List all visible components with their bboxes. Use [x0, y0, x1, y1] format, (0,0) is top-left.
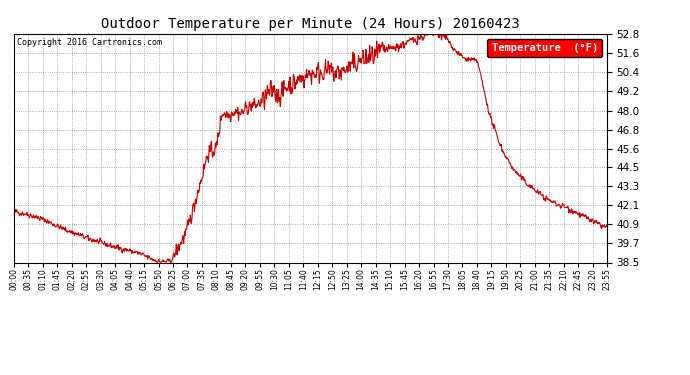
- Temperature  (°F): [10, 208, 18, 213]
- Temperature  (°F): [432, 28, 440, 33]
- Temperature  (°F): [481, 93, 489, 98]
- Temperature  (°F): [603, 224, 611, 228]
- Temperature  (°F): [533, 188, 542, 192]
- Temperature  (°F): [403, 38, 411, 43]
- Temperature  (°F): [141, 254, 150, 259]
- Temperature  (°F): [152, 260, 161, 265]
- Temperature  (°F): [208, 155, 217, 159]
- Temperature  (°F): [127, 249, 135, 254]
- Line: Temperature  (°F): Temperature (°F): [14, 30, 607, 262]
- Legend: Temperature  (°F): Temperature (°F): [487, 39, 602, 57]
- Title: Outdoor Temperature per Minute (24 Hours) 20160423: Outdoor Temperature per Minute (24 Hours…: [101, 17, 520, 31]
- Text: Copyright 2016 Cartronics.com: Copyright 2016 Cartronics.com: [17, 38, 161, 47]
